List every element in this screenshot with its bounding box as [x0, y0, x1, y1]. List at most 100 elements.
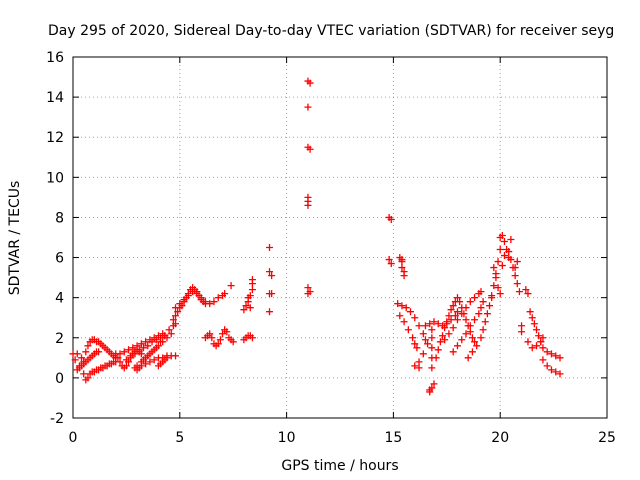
- data-point: [539, 344, 547, 352]
- data-point: [490, 264, 498, 272]
- data-point: [447, 306, 455, 314]
- x-tick-label: 5: [175, 430, 184, 446]
- data-point: [137, 350, 145, 358]
- data-point: [426, 386, 434, 394]
- data-point: [432, 354, 440, 362]
- data-point: [201, 298, 209, 306]
- data-point: [547, 350, 555, 358]
- data-point: [172, 304, 180, 312]
- data-point: [458, 310, 466, 318]
- x-axis-label: GPS time / hours: [281, 458, 398, 474]
- data-point: [453, 316, 461, 324]
- data-point: [248, 276, 256, 284]
- data-point: [172, 320, 180, 328]
- data-point: [441, 336, 449, 344]
- data-point: [453, 342, 461, 350]
- data-point: [184, 292, 192, 300]
- data-point: [193, 290, 201, 298]
- data-point: [421, 322, 429, 330]
- data-point: [543, 348, 551, 356]
- y-tick-label: 2: [55, 331, 64, 347]
- data-point: [441, 324, 449, 332]
- data-point: [142, 338, 150, 346]
- data-point: [453, 294, 461, 302]
- data-point: [387, 260, 395, 268]
- data-point: [411, 314, 419, 322]
- x-tick-label: 10: [278, 430, 296, 446]
- data-point: [174, 308, 182, 316]
- data-point: [244, 294, 252, 302]
- data-point: [458, 336, 466, 344]
- data-point: [537, 338, 545, 346]
- data-point: [167, 330, 175, 338]
- data-point: [533, 342, 541, 350]
- data-point: [400, 272, 408, 280]
- data-point: [552, 368, 560, 376]
- data-point: [266, 268, 274, 276]
- data-point: [419, 330, 427, 338]
- data-point: [229, 338, 237, 346]
- grid-lines: [73, 57, 607, 418]
- y-tick-labels: -2 0 2 4 6 8 10 12 14 16: [46, 50, 64, 427]
- data-point: [82, 348, 90, 356]
- data-point: [216, 336, 224, 344]
- data-point: [306, 145, 314, 153]
- data-point: [411, 362, 419, 370]
- y-tick-label: 8: [55, 210, 64, 226]
- data-point: [137, 362, 145, 370]
- data-point: [409, 334, 417, 342]
- data-point: [144, 352, 152, 360]
- data-point: [507, 256, 515, 264]
- data-point: [214, 294, 222, 302]
- data-point: [483, 310, 491, 318]
- data-point: [304, 103, 312, 111]
- data-point: [208, 334, 216, 342]
- plot-frame: [72, 56, 608, 419]
- data-point: [268, 290, 276, 298]
- data-point: [125, 346, 133, 354]
- data-point: [500, 238, 508, 246]
- data-point: [528, 344, 536, 352]
- data-point: [404, 326, 412, 334]
- data-point: [242, 302, 250, 310]
- data-point: [477, 334, 485, 342]
- data-point: [131, 350, 139, 358]
- data-point: [468, 348, 476, 356]
- data-point: [466, 298, 474, 306]
- data-point: [84, 342, 92, 350]
- data-point: [515, 288, 523, 296]
- data-point: [385, 256, 393, 264]
- data-point: [528, 314, 536, 322]
- data-point: [80, 370, 88, 378]
- data-point: [394, 300, 402, 308]
- data-point: [462, 304, 470, 312]
- data-point: [133, 342, 141, 350]
- data-point: [479, 326, 487, 334]
- y-tick-label: 12: [46, 130, 64, 146]
- data-point: [266, 244, 274, 252]
- data-point: [139, 344, 147, 352]
- data-point: [505, 248, 513, 256]
- data-point: [135, 346, 143, 354]
- data-point: [127, 352, 135, 360]
- data-point: [539, 334, 547, 342]
- data-point: [556, 370, 564, 378]
- data-point: [398, 264, 406, 272]
- data-point: [475, 310, 483, 318]
- data-point: [146, 358, 154, 366]
- data-point: [426, 320, 434, 328]
- data-point: [246, 304, 254, 312]
- data-point: [400, 318, 408, 326]
- data-point: [445, 312, 453, 320]
- data-point: [206, 330, 214, 338]
- data-point: [471, 294, 479, 302]
- data-point: [434, 346, 442, 354]
- data-point: [304, 284, 312, 292]
- data-point: [436, 338, 444, 346]
- data-point: [402, 304, 410, 312]
- data-point: [398, 302, 406, 310]
- data-point: [157, 338, 165, 346]
- x-tick-labels: 0 5 10 15 20 25: [69, 430, 616, 446]
- data-point: [165, 326, 173, 334]
